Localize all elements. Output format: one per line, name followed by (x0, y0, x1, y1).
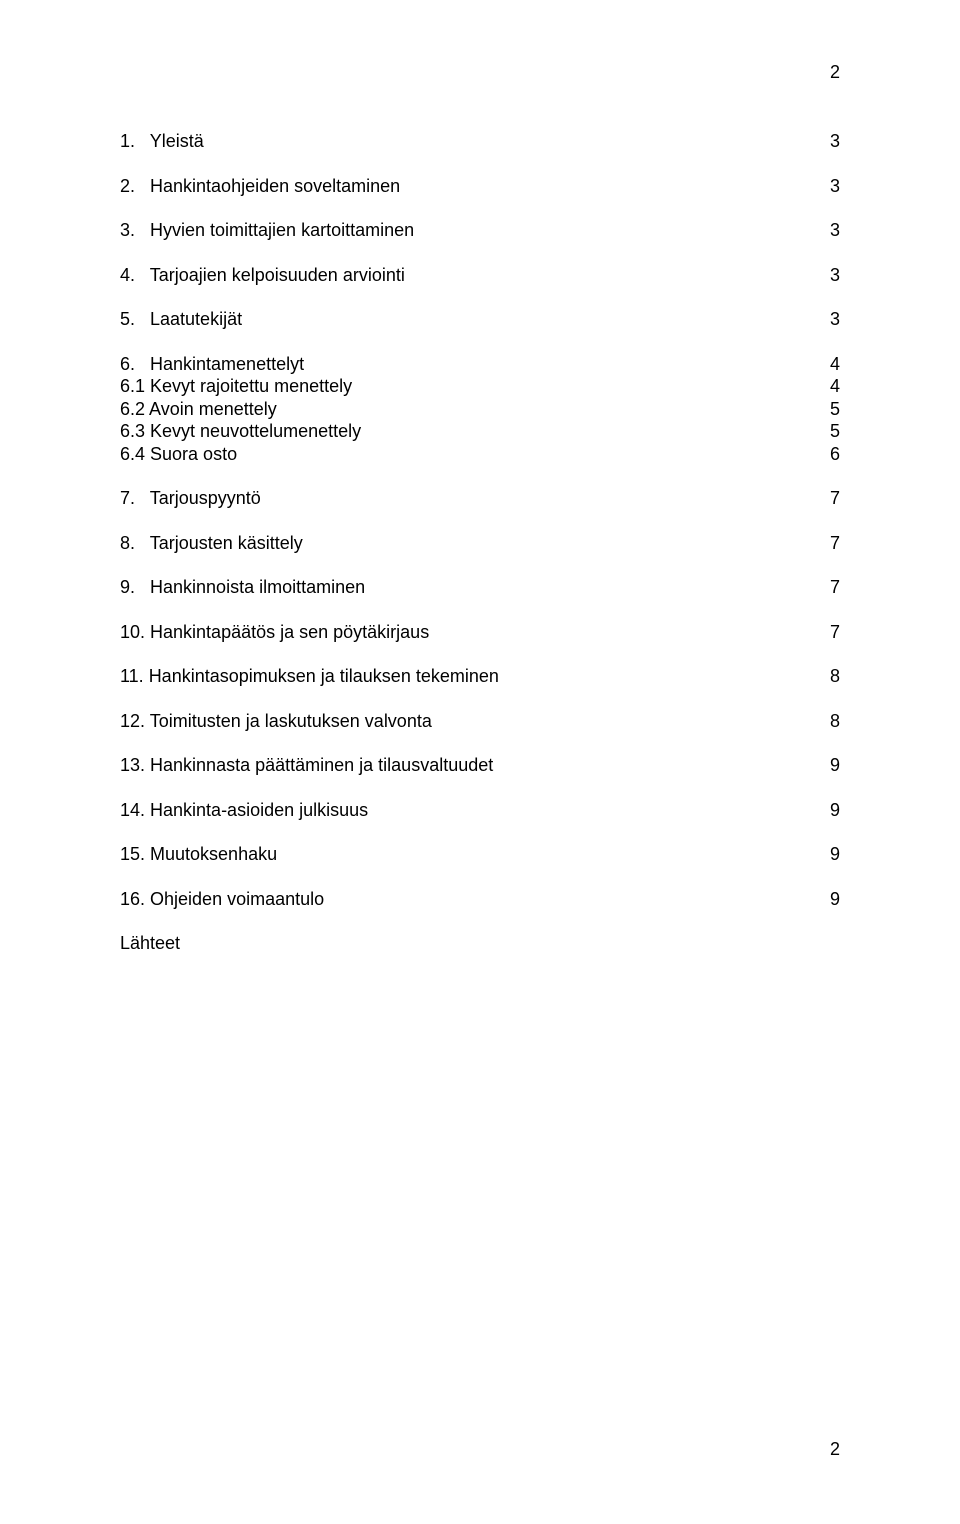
toc-item: 10. Hankintapäätös ja sen pöytäkirjaus 7 (120, 621, 840, 644)
toc-page: 3 (810, 219, 840, 242)
toc-page: 3 (810, 130, 840, 153)
toc-item: 3. Hyvien toimittajien kartoittaminen 3 (120, 219, 840, 242)
page: 2 1. Yleistä 3 2. Hankintaohjeiden sovel… (0, 0, 960, 1524)
toc-label: 14. Hankinta-asioiden julkisuus (120, 799, 368, 822)
toc-page: 5 (810, 420, 840, 443)
toc-page: 4 (810, 375, 840, 398)
toc-label: 16. Ohjeiden voimaantulo (120, 888, 324, 911)
toc-label: 7. Tarjouspyyntö (120, 487, 261, 510)
toc-page: 8 (810, 665, 840, 688)
toc-page: 7 (810, 487, 840, 510)
toc-label: 15. Muutoksenhaku (120, 843, 277, 866)
toc-page: 3 (810, 175, 840, 198)
toc-item: 15. Muutoksenhaku 9 (120, 843, 840, 866)
toc-label: 8. Tarjousten käsittely (120, 532, 303, 555)
toc-item: 1. Yleistä 3 (120, 130, 840, 153)
toc-label: 6.3 Kevyt neuvottelumenettely (120, 420, 361, 443)
toc-lahteet: Lähteet (120, 932, 840, 955)
toc-item: 5. Laatutekijät 3 (120, 308, 840, 331)
toc-page: 6 (810, 443, 840, 466)
toc-item: 8. Tarjousten käsittely 7 (120, 532, 840, 555)
toc-label: Lähteet (120, 932, 180, 955)
toc-label: 6.4 Suora osto (120, 443, 237, 466)
toc-page: 8 (810, 710, 840, 733)
toc-item-group: 6. Hankintamenettelyt 4 6.1 Kevyt rajoit… (120, 353, 840, 466)
toc-label: 9. Hankinnoista ilmoittaminen (120, 576, 365, 599)
toc-label: 13. Hankinnasta päättäminen ja tilausval… (120, 754, 493, 777)
toc-label: 11. Hankintasopimuksen ja tilauksen teke… (120, 665, 499, 688)
toc-label: 6.2 Avoin menettely (120, 398, 277, 421)
toc-item: 9. Hankinnoista ilmoittaminen 7 (120, 576, 840, 599)
toc-label: 6.1 Kevyt rajoitettu menettely (120, 375, 352, 398)
toc-label: 2. Hankintaohjeiden soveltaminen (120, 175, 400, 198)
toc-subitem: 6.2 Avoin menettely 5 (120, 398, 840, 421)
toc-subitem: 6.4 Suora osto 6 (120, 443, 840, 466)
toc-item: 4. Tarjoajien kelpoisuuden arviointi 3 (120, 264, 840, 287)
toc-page: 9 (810, 799, 840, 822)
toc-label: 4. Tarjoajien kelpoisuuden arviointi (120, 264, 405, 287)
toc-page: 7 (810, 532, 840, 555)
toc-label: 5. Laatutekijät (120, 308, 242, 331)
toc-page: 9 (810, 754, 840, 777)
toc-page: 3 (810, 308, 840, 331)
toc-item: 16. Ohjeiden voimaantulo 9 (120, 888, 840, 911)
toc-item: 7. Tarjouspyyntö 7 (120, 487, 840, 510)
toc-page: 9 (810, 888, 840, 911)
toc-subitem: 6.3 Kevyt neuvottelumenettely 5 (120, 420, 840, 443)
toc-item: 2. Hankintaohjeiden soveltaminen 3 (120, 175, 840, 198)
toc-label: 10. Hankintapäätös ja sen pöytäkirjaus (120, 621, 429, 644)
toc-item: 12. Toimitusten ja laskutuksen valvonta … (120, 710, 840, 733)
page-number-bottom: 2 (830, 1439, 840, 1460)
toc-label: 3. Hyvien toimittajien kartoittaminen (120, 219, 414, 242)
toc-page: 7 (810, 576, 840, 599)
toc-subitem: 6.1 Kevyt rajoitettu menettely 4 (120, 375, 840, 398)
page-number-top: 2 (830, 62, 840, 83)
toc-item: 14. Hankinta-asioiden julkisuus 9 (120, 799, 840, 822)
toc-label: 6. Hankintamenettelyt (120, 353, 304, 376)
toc-label: 1. Yleistä (120, 130, 204, 153)
toc-page: 5 (810, 398, 840, 421)
toc-label: 12. Toimitusten ja laskutuksen valvonta (120, 710, 432, 733)
toc-page: 4 (810, 353, 840, 376)
toc-page: 3 (810, 264, 840, 287)
toc-item: 6. Hankintamenettelyt 4 (120, 353, 840, 376)
toc-item: 13. Hankinnasta päättäminen ja tilausval… (120, 754, 840, 777)
toc-page: 9 (810, 843, 840, 866)
toc-item: 11. Hankintasopimuksen ja tilauksen teke… (120, 665, 840, 688)
table-of-contents: 1. Yleistä 3 2. Hankintaohjeiden sovelta… (120, 130, 840, 955)
toc-page: 7 (810, 621, 840, 644)
